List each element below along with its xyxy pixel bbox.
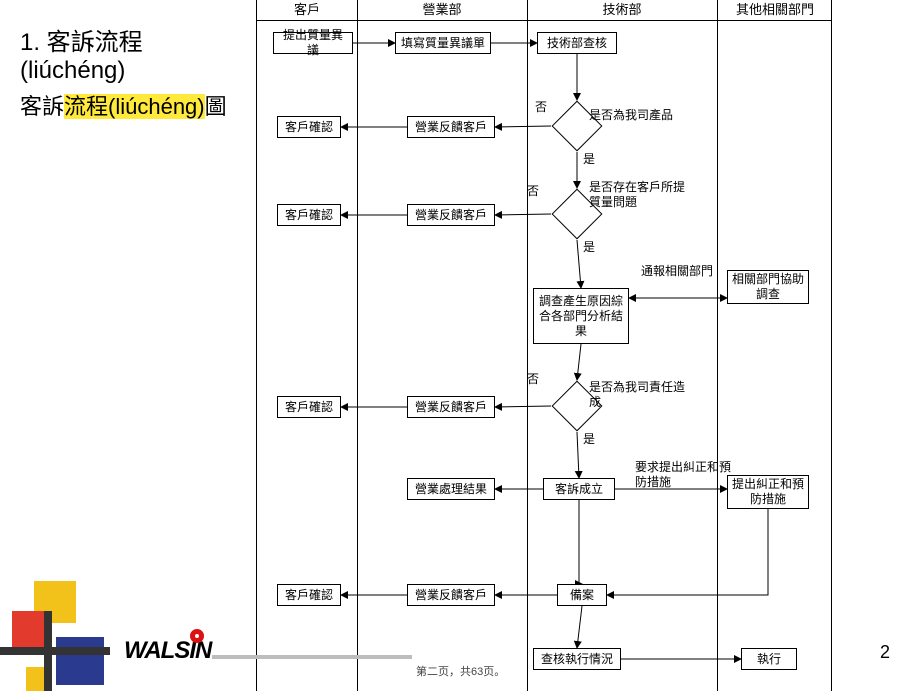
slide-number: 2 bbox=[880, 642, 890, 663]
flow-label: 否 bbox=[527, 372, 539, 387]
flow-box: 備案 bbox=[557, 584, 607, 606]
flowchart: 客戶營業部技術部其他相關部門提出質量異議填寫質量異議單技術部查核營業反饋客戶客戶… bbox=[256, 0, 832, 691]
flow-label: 通報相關部門 bbox=[641, 264, 731, 279]
logo-dot-icon bbox=[190, 629, 204, 643]
column-divider bbox=[357, 0, 358, 691]
flow-label: 是否為我司產品 bbox=[589, 108, 679, 123]
column-divider bbox=[527, 0, 528, 691]
flow-box: 客戶確認 bbox=[277, 116, 341, 138]
column-divider bbox=[717, 0, 718, 691]
flow-box: 客戶確認 bbox=[277, 396, 341, 418]
flow-box: 營業反饋客戶 bbox=[407, 584, 495, 606]
flow-box: 執行 bbox=[741, 648, 797, 670]
subtitle-highlight: 流程(liúchéng) bbox=[64, 94, 205, 119]
flow-label: 是否為我司責任造成 bbox=[589, 380, 689, 410]
logo-bar bbox=[44, 611, 52, 691]
column-header: 技術部 bbox=[527, 0, 717, 20]
flow-box: 填寫質量異議單 bbox=[395, 32, 491, 54]
flow-box: 營業處理結果 bbox=[407, 478, 495, 500]
flow-box: 提出質量異議 bbox=[273, 32, 353, 54]
flow-label: 否 bbox=[527, 184, 539, 199]
footer-rule bbox=[212, 655, 412, 659]
title-line2: (liúchéng) bbox=[20, 57, 227, 85]
flow-label: 否 bbox=[535, 100, 547, 115]
title-block: 1. 客訴流程 (liúchéng) 客訴流程(liúchéng)圖 bbox=[20, 22, 227, 121]
flow-box: 查核執行情況 bbox=[533, 648, 621, 670]
flow-box: 客戶確認 bbox=[277, 204, 341, 226]
column-header: 營業部 bbox=[357, 0, 527, 20]
title-line1: 1. 客訴流程 bbox=[20, 22, 227, 57]
flow-label: 是否存在客戶所提質量問題 bbox=[589, 180, 689, 210]
flow-label: 是 bbox=[583, 432, 595, 447]
flow-label: 要求提出糾正和預防措施 bbox=[635, 460, 735, 490]
subtitle: 客訴流程(liúchéng)圖 bbox=[20, 89, 227, 121]
flow-box: 營業反饋客戶 bbox=[407, 396, 495, 418]
logo-shape bbox=[56, 637, 104, 685]
flow-box: 相關部門協助調查 bbox=[727, 270, 809, 304]
flow-box: 調查產生原因綜合各部門分析結果 bbox=[533, 288, 629, 344]
subtitle-post: 圖 bbox=[205, 94, 227, 119]
subtitle-pre: 客訴 bbox=[20, 94, 64, 119]
flow-box: 客訴成立 bbox=[543, 478, 615, 500]
logo-art: WALSIN bbox=[0, 571, 220, 691]
flow-box: 提出糾正和預防措施 bbox=[727, 475, 809, 509]
flow-label: 是 bbox=[583, 152, 595, 167]
logo-bar bbox=[0, 647, 110, 655]
column-header: 其他相關部門 bbox=[717, 0, 833, 20]
flow-label: 是 bbox=[583, 240, 595, 255]
flow-box: 技術部查核 bbox=[537, 32, 617, 54]
header-rule bbox=[257, 20, 831, 21]
flow-box: 客戶確認 bbox=[277, 584, 341, 606]
footer-page-info: 第二页，共63页。 bbox=[416, 663, 505, 679]
flow-box: 營業反饋客戶 bbox=[407, 116, 495, 138]
column-header: 客戶 bbox=[257, 0, 357, 20]
flow-box: 營業反饋客戶 bbox=[407, 204, 495, 226]
